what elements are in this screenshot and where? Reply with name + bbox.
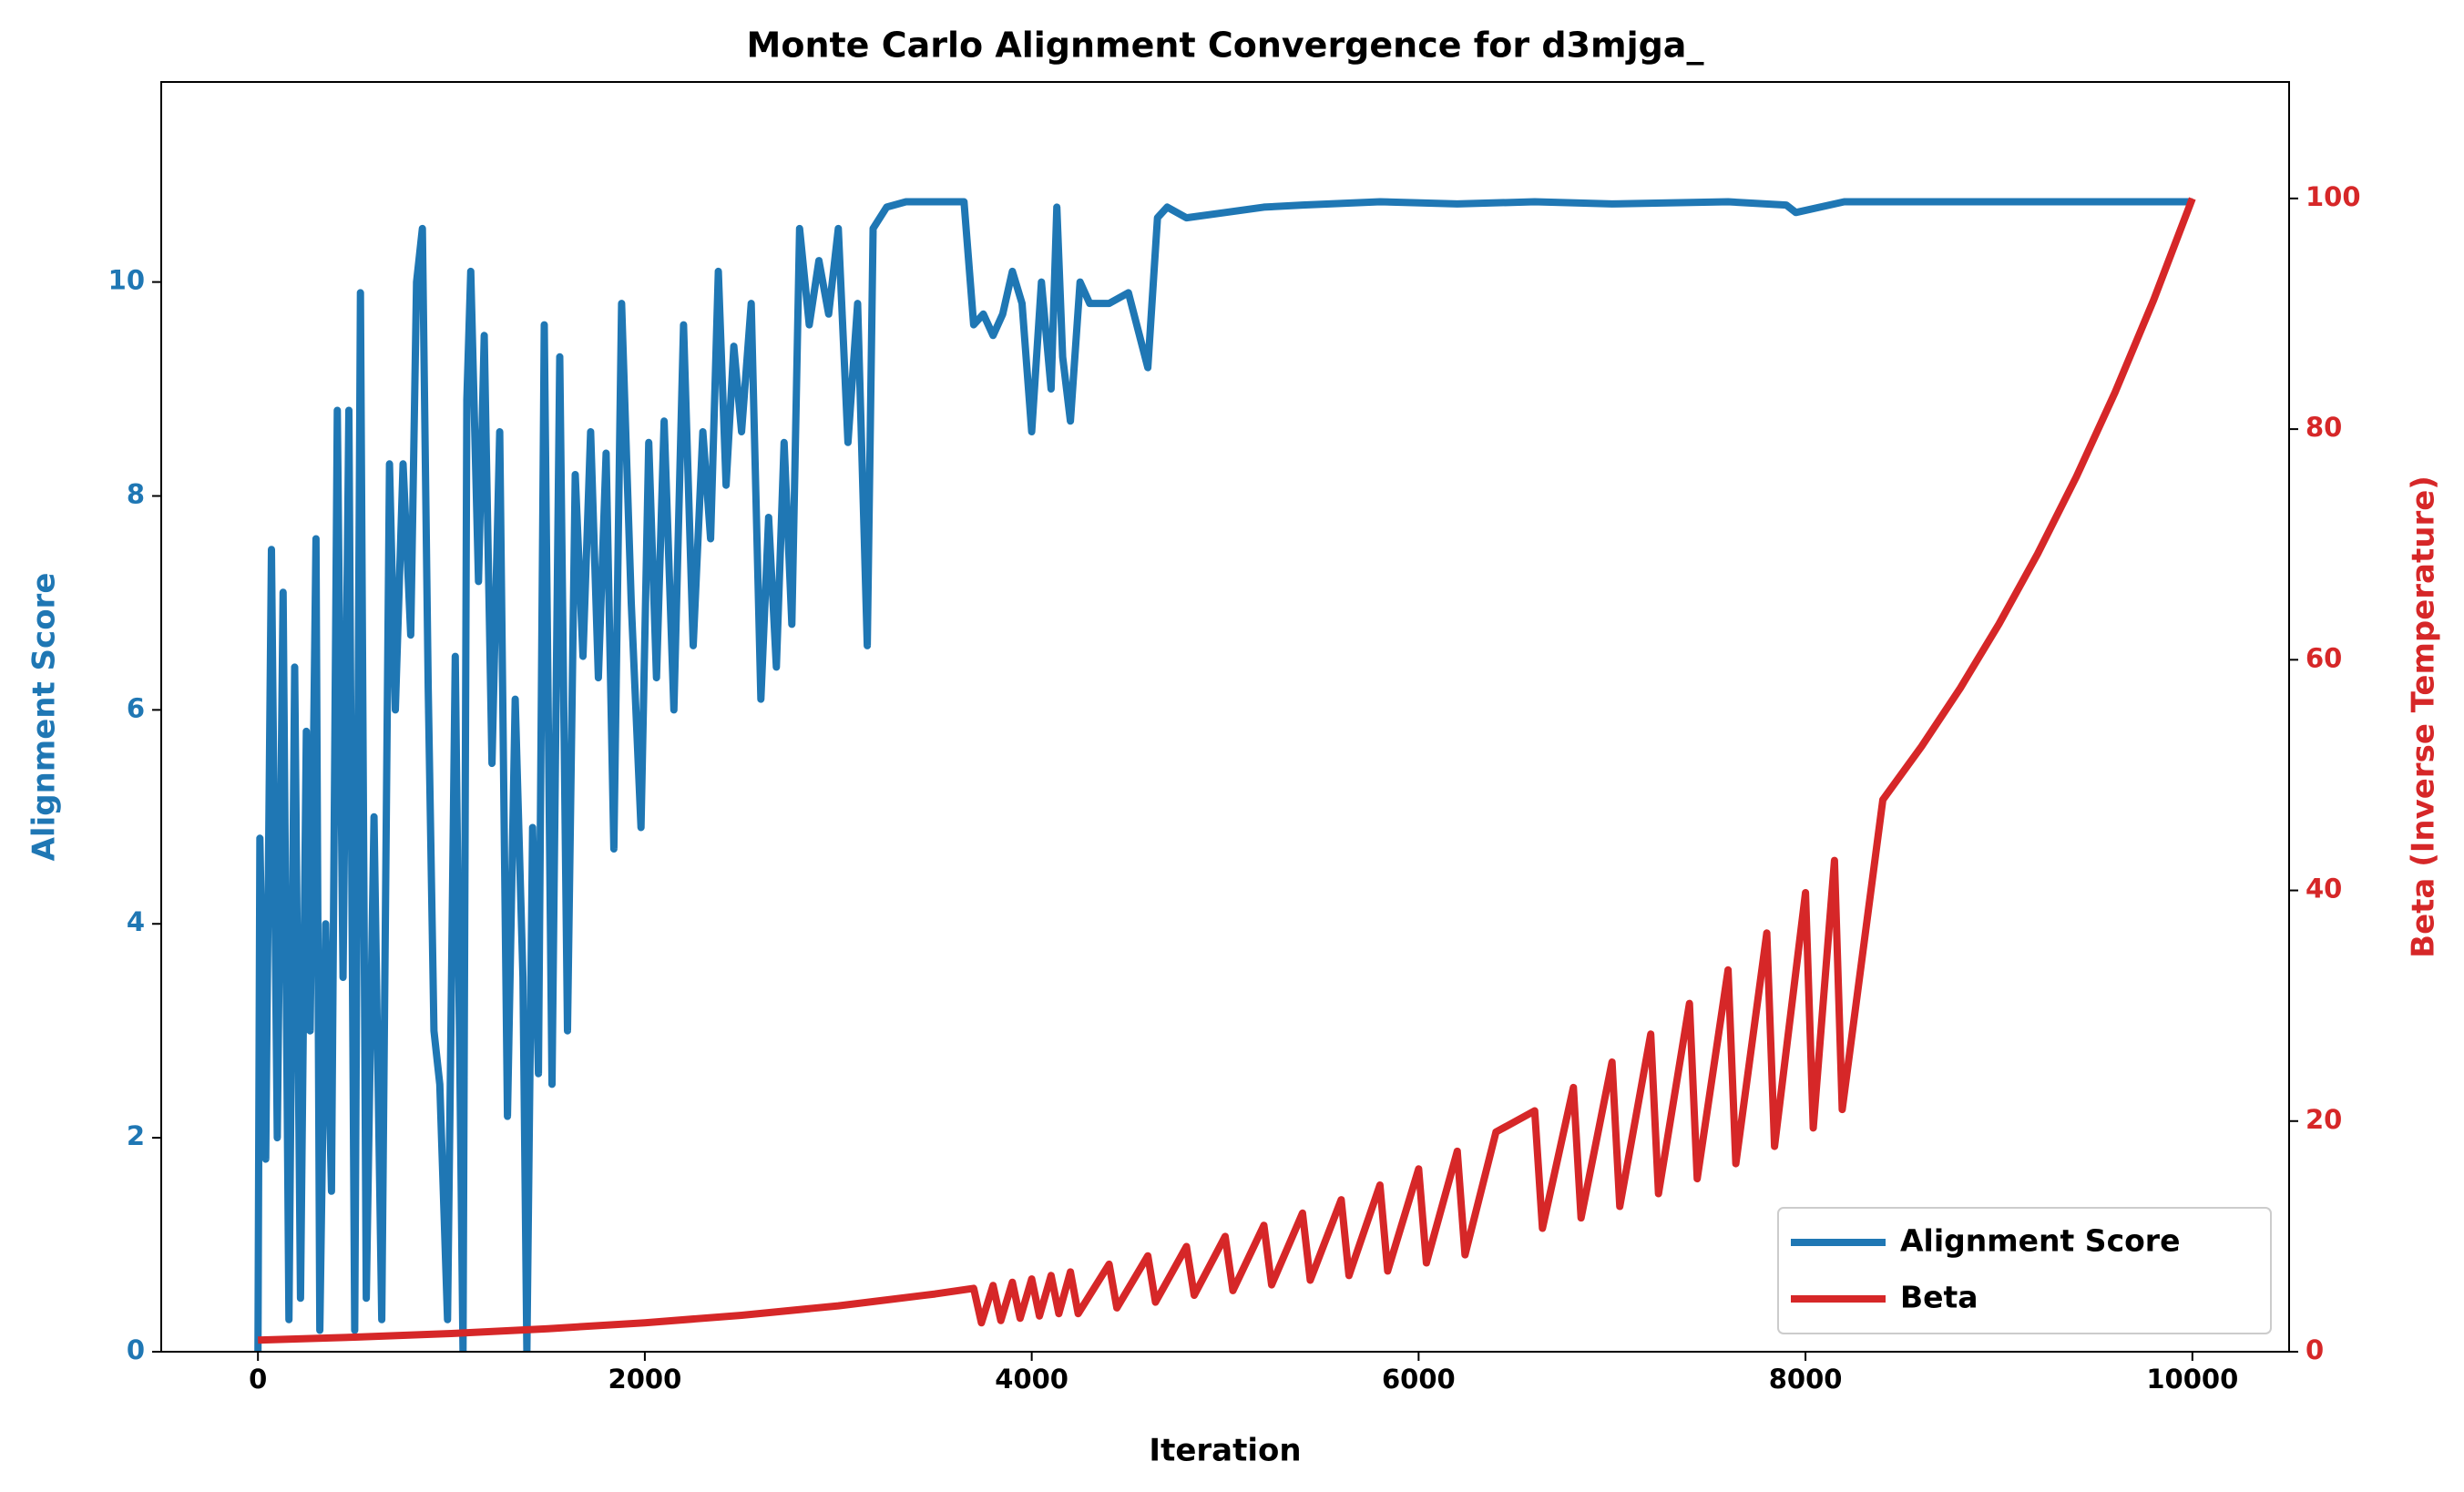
data-line (254, 198, 2193, 1352)
y2-tick-label: 100 (2306, 181, 2361, 212)
axes-frame (160, 81, 2290, 1353)
x-tick-label: 6000 (1382, 1364, 1456, 1395)
y-tick-label: 0 (127, 1334, 145, 1365)
y-axis-label: Alignment Score (26, 573, 63, 862)
legend-box (1777, 1207, 2272, 1334)
legend-label: Alignment Score (1900, 1223, 2180, 1259)
y-tick-label: 4 (127, 906, 145, 937)
y2-tick-label: 20 (2306, 1104, 2342, 1135)
x-tick-label: 0 (249, 1364, 267, 1395)
chart-title: Monte Carlo Alignment Convergence for d3… (747, 26, 1704, 66)
y2-tick-label: 60 (2306, 642, 2342, 673)
y2-tick-label: 80 (2306, 412, 2342, 443)
y-tick-label: 2 (127, 1120, 145, 1151)
x-axis-label: Iteration (1149, 1433, 1301, 1469)
x-tick-label: 10000 (2146, 1364, 2238, 1395)
y-tick-label: 8 (127, 478, 145, 509)
x-tick-label: 8000 (1769, 1364, 1843, 1395)
y2-tick-label: 40 (2306, 874, 2342, 904)
y-tick-label: 6 (127, 692, 145, 723)
data-line (258, 197, 2196, 1344)
x-tick-label: 2000 (608, 1364, 682, 1395)
y2-axis-label: Beta (Inverse Temperature) (2406, 475, 2442, 958)
plot-area (254, 197, 2196, 1352)
y2-tick-label: 0 (2306, 1334, 2324, 1365)
x-tick-label: 4000 (995, 1364, 1068, 1395)
legend-label: Beta (1900, 1280, 1978, 1315)
y-tick-label: 10 (108, 265, 145, 296)
